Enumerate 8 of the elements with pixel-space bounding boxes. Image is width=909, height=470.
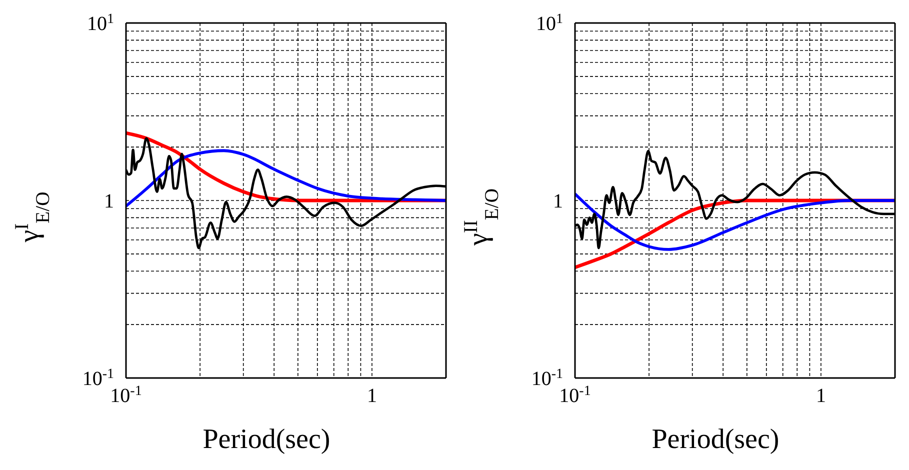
- x-axis-title: Period(sec): [652, 424, 780, 455]
- y-tick-label: 1: [104, 190, 114, 212]
- x-tick-label: 1: [816, 385, 826, 407]
- x-axis-title: Period(sec): [202, 424, 330, 455]
- y-tick-label: 10$^{1}$: [87, 12, 114, 35]
- y-tick-label: 10$^{1}$: [536, 12, 563, 35]
- y-tick-label: 1: [553, 190, 563, 212]
- x-tick-label: 1: [366, 385, 377, 407]
